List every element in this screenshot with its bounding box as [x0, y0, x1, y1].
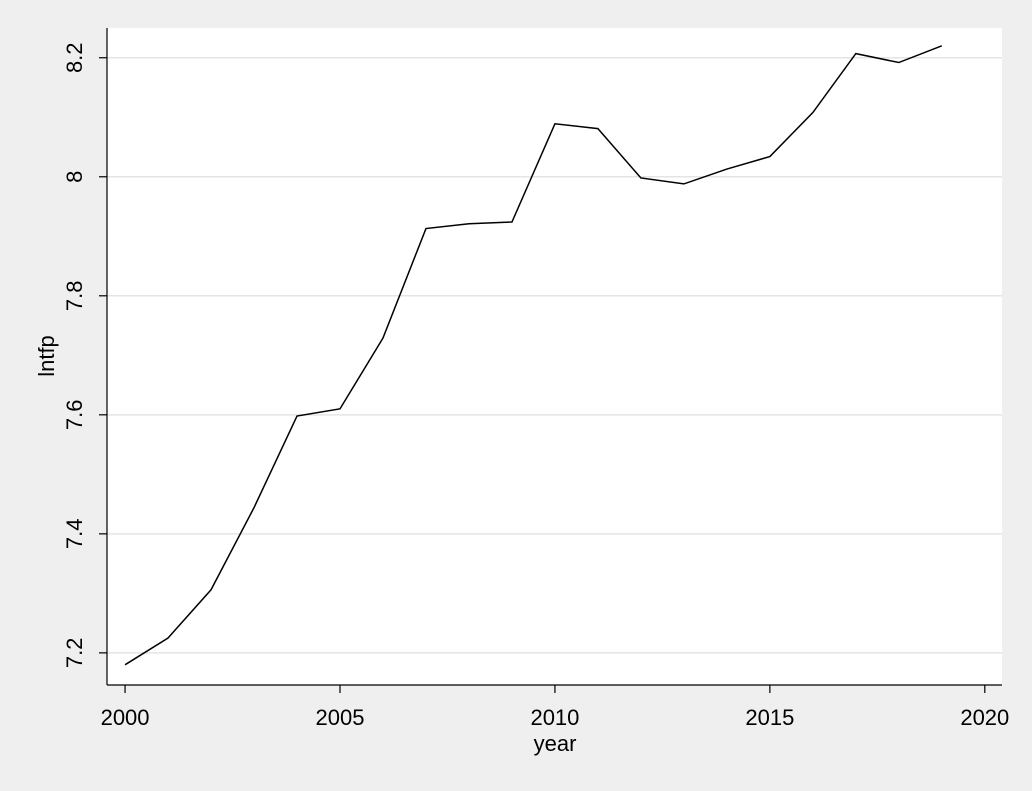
y-axis-label: lntfp — [34, 335, 59, 377]
y-tick-label: 7.6 — [62, 400, 87, 431]
x-tick-label: 2000 — [101, 705, 150, 730]
y-tick-label: 8 — [62, 171, 87, 183]
x-tick-label: 2010 — [530, 705, 579, 730]
x-tick-label: 2015 — [745, 705, 794, 730]
x-axis-label: year — [534, 731, 577, 756]
x-tick-label: 2020 — [960, 705, 1009, 730]
plot-area — [107, 28, 1002, 685]
y-tick-label: 7.8 — [62, 281, 87, 312]
y-tick-label: 7.2 — [62, 638, 87, 669]
x-tick-label: 2005 — [316, 705, 365, 730]
y-tick-label: 8.2 — [62, 42, 87, 73]
y-tick-label: 7.4 — [62, 519, 87, 550]
data-line — [124, 45, 943, 666]
